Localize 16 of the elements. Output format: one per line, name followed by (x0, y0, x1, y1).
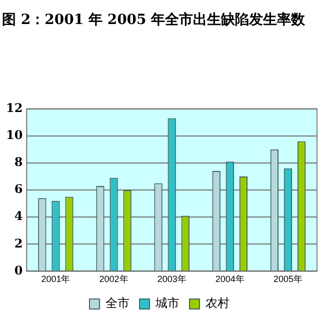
chart-title: 图 2：2001 年 2005 年全市出生缺陷发生率数 (2, 11, 306, 28)
x-tick-label: 2001年 (41, 274, 70, 284)
legend-label: 全市 (106, 296, 130, 310)
y-tick-label: 8 (14, 155, 23, 170)
x-tick-label: 2004年 (215, 274, 244, 284)
y-tick-label: 12 (6, 100, 23, 115)
y-tick-label: 6 (14, 182, 23, 196)
y-tick-label: 2 (14, 236, 23, 250)
legend-label: 城市 (154, 296, 180, 310)
legend-label: 农村 (206, 296, 230, 310)
y-tick-label: 10 (6, 128, 23, 142)
x-tick-label: 2003年 (157, 274, 186, 284)
x-tick-label: 2002年 (99, 274, 128, 284)
x-tick-label: 2005年 (273, 274, 302, 284)
y-tick-label: 0 (14, 263, 23, 278)
y-tick-label: 4 (14, 209, 23, 224)
